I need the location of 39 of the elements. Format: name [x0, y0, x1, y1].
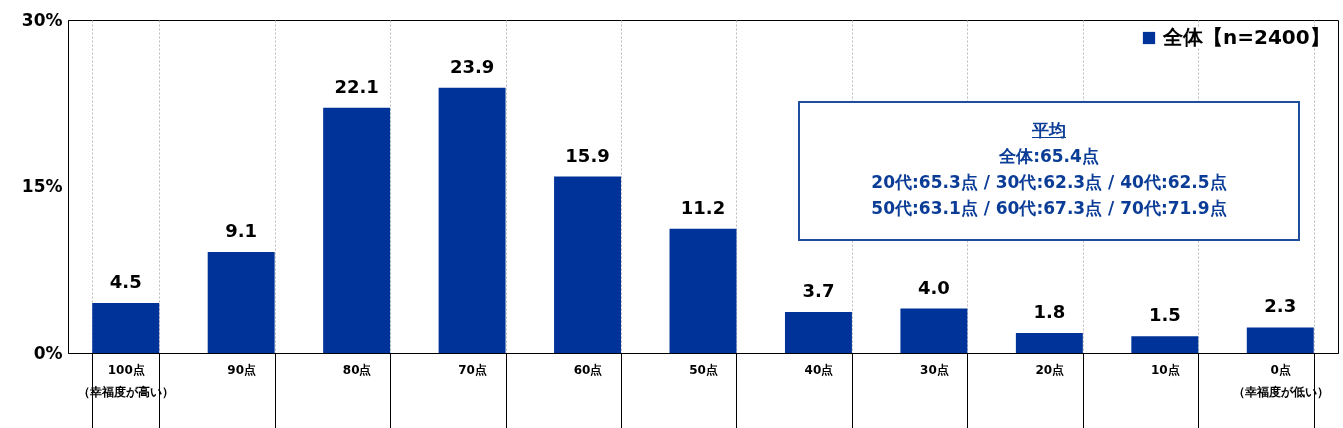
- data-label: 4.5: [109, 271, 142, 293]
- data-label: 11.2: [680, 196, 726, 218]
- annotation: 平均: [1031, 119, 1067, 142]
- data-label: 2.3: [1264, 295, 1297, 317]
- bar: [1015, 333, 1083, 353]
- y-tick-label: 15%: [21, 176, 63, 196]
- annotation: 20代:65.3点 / 30代:62.3点 / 40代:62.5点: [870, 171, 1228, 194]
- data-label: 22.1: [334, 75, 379, 97]
- data-label: 15.9: [565, 144, 610, 166]
- legend-label: 全体【n=2400】: [1162, 25, 1330, 49]
- annotation: 50代:63.1点 / 60代:67.3点 / 70代:71.9点: [870, 197, 1228, 220]
- x-tick-label: 30点: [920, 362, 949, 377]
- annotation: 全体:65.4点: [998, 145, 1100, 168]
- data-label: 23.9: [449, 55, 495, 77]
- bar: [1131, 336, 1199, 353]
- bar: [438, 87, 506, 353]
- bar: [207, 251, 275, 353]
- bar: [554, 176, 622, 353]
- data-label: 9.1: [225, 219, 258, 241]
- x-tick-label: 20点: [1035, 362, 1065, 377]
- x-tick-label: 60点: [573, 362, 603, 377]
- bar: [1246, 327, 1314, 353]
- x-tick-label: 90点: [227, 362, 257, 377]
- bar: [900, 308, 968, 353]
- bar: [323, 107, 391, 353]
- bar: [784, 311, 852, 353]
- x-tick-label: 40点: [804, 362, 834, 377]
- bar: [669, 228, 737, 353]
- x-tick-label: 10点: [1150, 362, 1180, 377]
- x-tick-label: 80点: [342, 362, 372, 377]
- x-tick-label: 50点: [689, 362, 718, 377]
- data-label: 1.8: [1033, 301, 1066, 323]
- x-tick-label: 70点: [458, 362, 487, 377]
- data-label: 4.0: [917, 276, 950, 298]
- data-label: 3.7: [802, 279, 835, 301]
- data-label: 1.5: [1148, 304, 1181, 326]
- y-tick-label: 0%: [33, 342, 63, 363]
- y-tick-label: 30%: [21, 9, 63, 30]
- bar: [92, 303, 160, 353]
